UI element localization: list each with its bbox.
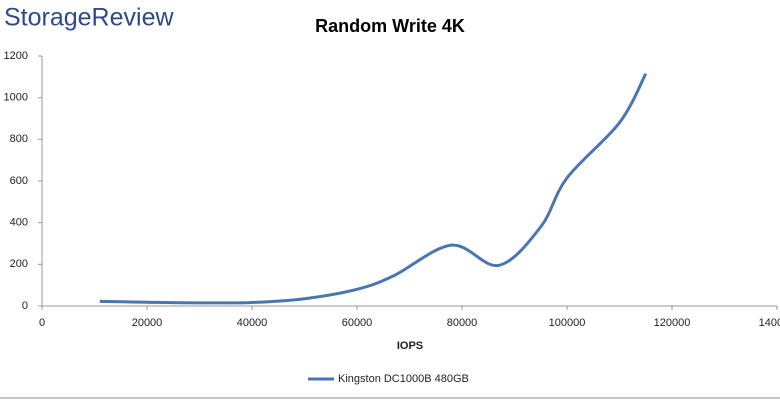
y-tick-label: 400 [10,217,28,229]
x-tick-label: 100000 [549,317,586,329]
x-tick-label: 20000 [132,317,163,329]
y-tick-label: 800 [10,133,28,145]
x-axis-label: IOPS [397,340,423,352]
x-tick-label: 140000 [759,317,780,329]
y-tick-label: 0 [22,300,28,312]
y-tick-label: 1200 [4,50,28,62]
x-tick-label: 80000 [447,317,478,329]
legend-label: Kingston DC1000B 480GB [338,373,469,385]
y-tick-label: 1000 [4,92,28,104]
y-tick-label: 600 [10,175,28,187]
y-tick-label: 200 [10,258,28,270]
x-tick-label: 40000 [237,317,268,329]
series-line [99,72,648,305]
x-tick-label: 120000 [654,317,691,329]
x-tick-label: 60000 [342,317,373,329]
chart-title: Random Write 4K [315,16,465,36]
x-tick-label: 0 [39,317,45,329]
brand-logo: StorageReview [4,4,174,32]
